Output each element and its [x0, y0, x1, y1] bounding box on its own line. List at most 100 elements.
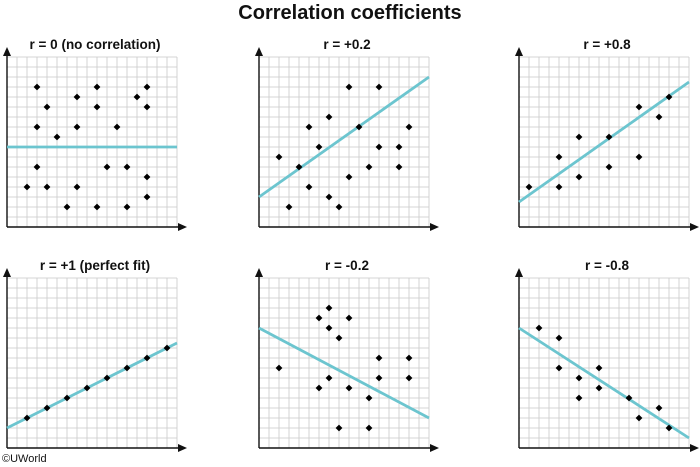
data-point	[655, 404, 663, 412]
data-point	[133, 93, 141, 101]
data-point	[83, 384, 91, 392]
data-point	[575, 374, 583, 382]
data-point	[375, 354, 383, 362]
regression-line	[258, 326, 430, 420]
data-point	[365, 163, 373, 171]
data-point	[405, 354, 413, 362]
data-point	[365, 394, 373, 402]
scatter-panel-6: r = -0.8	[515, 258, 699, 452]
data-point	[103, 163, 111, 171]
data-point	[93, 103, 101, 111]
data-point	[375, 83, 383, 91]
data-point	[335, 203, 343, 211]
data-point	[43, 404, 51, 412]
data-point	[525, 183, 533, 191]
data-point	[365, 424, 373, 432]
data-point	[163, 344, 171, 352]
data-point	[315, 314, 323, 322]
data-point	[305, 183, 313, 191]
data-point	[23, 183, 31, 191]
data-point	[325, 324, 333, 332]
regression-line	[518, 326, 690, 440]
data-point	[555, 334, 563, 342]
data-point	[395, 163, 403, 171]
data-point	[143, 83, 151, 91]
data-point	[325, 113, 333, 121]
data-point	[665, 93, 673, 101]
data-point	[143, 173, 151, 181]
x-axis-arrow	[430, 444, 439, 452]
panel-title: r = -0.8	[585, 258, 629, 273]
data-point	[375, 374, 383, 382]
data-point	[143, 193, 151, 201]
data-point	[555, 153, 563, 161]
panel-title: r = -0.2	[325, 258, 369, 273]
scatter-panel-5: r = -0.2	[255, 258, 439, 452]
panel-title: r = +1 (perfect fit)	[40, 258, 150, 273]
data-point	[43, 183, 51, 191]
data-point	[275, 364, 283, 372]
scatter-panel-3: r = +0.8	[515, 37, 699, 231]
data-point	[63, 394, 71, 402]
y-axis-arrow	[515, 268, 523, 277]
data-point	[405, 374, 413, 382]
data-point	[63, 203, 71, 211]
data-point	[325, 193, 333, 201]
data-point	[315, 143, 323, 151]
panel-title: r = +0.2	[323, 37, 370, 52]
regression-line	[518, 80, 690, 204]
panel-title: r = 0 (no correlation)	[30, 37, 161, 52]
y-axis-arrow	[3, 47, 11, 56]
data-point	[143, 103, 151, 111]
data-point	[345, 314, 353, 322]
data-point	[285, 203, 293, 211]
data-point	[33, 163, 41, 171]
x-axis-arrow	[178, 444, 187, 452]
data-point	[575, 394, 583, 402]
data-point	[355, 123, 363, 131]
scatter-panel-4: r = +1 (perfect fit)	[3, 258, 187, 452]
data-point	[73, 183, 81, 191]
data-point	[335, 334, 343, 342]
data-point	[575, 173, 583, 181]
x-axis-arrow	[178, 223, 187, 231]
data-point	[345, 83, 353, 91]
y-axis-arrow	[515, 47, 523, 56]
scatter-panel-2: r = +0.2	[255, 37, 439, 231]
y-axis-arrow	[3, 268, 11, 277]
y-axis-arrow	[255, 47, 263, 56]
data-point	[53, 133, 61, 141]
data-point	[635, 414, 643, 422]
data-point	[605, 163, 613, 171]
panel-title: r = +0.8	[583, 37, 631, 52]
data-point	[73, 93, 81, 101]
data-point	[325, 304, 333, 312]
x-axis-arrow	[690, 223, 699, 231]
data-point	[575, 133, 583, 141]
data-point	[655, 113, 663, 121]
data-point	[555, 364, 563, 372]
data-point	[113, 123, 121, 131]
data-point	[625, 394, 633, 402]
data-point	[335, 424, 343, 432]
data-point	[33, 123, 41, 131]
data-point	[275, 153, 283, 161]
data-point	[93, 83, 101, 91]
data-point	[305, 123, 313, 131]
data-point	[605, 133, 613, 141]
data-point	[143, 354, 151, 362]
x-axis-arrow	[430, 223, 439, 231]
data-point	[123, 203, 131, 211]
data-point	[595, 384, 603, 392]
copyright-label: ©UWorld	[2, 453, 47, 465]
data-point	[635, 153, 643, 161]
data-point	[345, 173, 353, 181]
data-point	[635, 103, 643, 111]
data-point	[33, 83, 41, 91]
data-point	[295, 163, 303, 171]
data-point	[93, 203, 101, 211]
x-axis-arrow	[690, 444, 699, 452]
data-point	[405, 123, 413, 131]
data-point	[73, 123, 81, 131]
